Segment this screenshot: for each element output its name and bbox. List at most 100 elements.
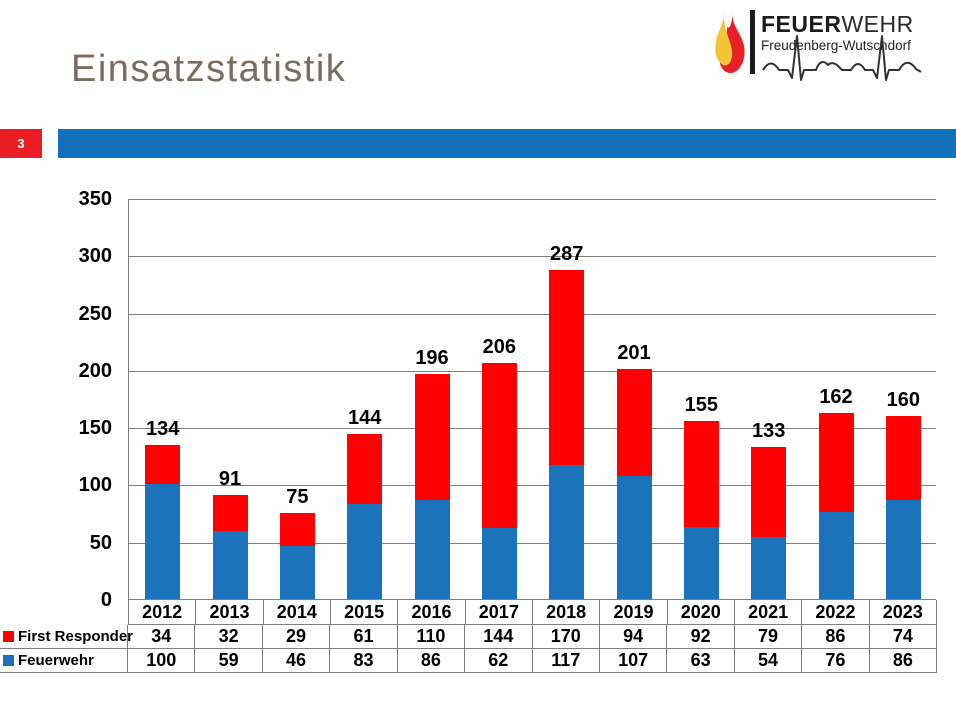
- value-cell: 170: [532, 625, 600, 649]
- bar-first-responder: [481, 363, 517, 528]
- bar-first-responder: [549, 270, 585, 465]
- bar-first-responder: [818, 413, 854, 512]
- bar-feuerwehr: [683, 526, 719, 599]
- bar-feuerwehr: [818, 511, 854, 599]
- value-cell: 63: [667, 649, 735, 673]
- value-cell: 62: [465, 649, 533, 673]
- logo-brand: FEUERWEHR: [761, 12, 950, 36]
- bar-total-label: 206: [482, 335, 517, 358]
- x-axis-year-row: 2012 2013 2014 2015 2016 2017 2018 2019 2020 2021…: [128, 600, 937, 625]
- bar-total-label: 155: [684, 394, 719, 417]
- year-cell: 2020: [667, 600, 735, 625]
- value-cell: 46: [262, 649, 331, 673]
- logo-subtitle: Freudenberg-Wutschdorf: [761, 38, 911, 53]
- bar-feuerwehr: [751, 537, 787, 599]
- legend-item-feuerwehr: Feuerwehr: [0, 649, 128, 673]
- y-tick-label: 150: [78, 417, 112, 440]
- bar-total-label: 133: [751, 419, 786, 442]
- year-cell: 2018: [532, 600, 601, 625]
- gridline: [129, 542, 936, 544]
- bar-feuerwehr: [549, 464, 585, 599]
- value-cell: 117: [532, 649, 600, 673]
- bar-total-label: 160: [886, 388, 921, 411]
- value-cell: 83: [330, 649, 398, 673]
- bar-first-responder: [885, 415, 921, 501]
- bar-first-responder: [683, 421, 719, 527]
- legend-label-feuerwehr: Feuerwehr: [18, 652, 94, 669]
- value-cell: 32: [195, 625, 263, 649]
- flame-icon: [715, 9, 745, 74]
- year-cell: 2019: [600, 600, 668, 625]
- y-tick-label: 50: [89, 531, 112, 554]
- logo-brand-light: WEHR: [841, 11, 914, 37]
- y-tick-label: 200: [78, 359, 112, 382]
- year-cell: 2012: [128, 600, 197, 625]
- bar-first-responder: [751, 446, 787, 538]
- year-cell: 2017: [465, 600, 533, 625]
- bar-feuerwehr: [279, 546, 315, 599]
- value-cell: 86: [869, 649, 938, 673]
- bar-total-label: 91: [218, 467, 242, 490]
- bar-total-label: 75: [286, 486, 309, 509]
- value-cell: 86: [802, 625, 870, 649]
- y-tick-label: 250: [78, 302, 112, 325]
- bar-total-label: 144: [347, 407, 382, 430]
- legend-swatch-feuerwehr-icon: [3, 655, 14, 666]
- bar-first-responder: [145, 445, 181, 485]
- bar-total-label: 196: [415, 347, 449, 370]
- bar-feuerwehr: [212, 531, 248, 599]
- value-cell: 61: [330, 625, 398, 649]
- gridline: [129, 370, 936, 372]
- y-tick-label: 100: [78, 474, 112, 497]
- logo-divider-bar: [750, 10, 755, 74]
- gridline: [129, 256, 936, 258]
- year-cell: 2013: [196, 600, 264, 625]
- value-cell: 34: [128, 625, 196, 649]
- page-title: Einsatzstatistik: [71, 48, 347, 90]
- bar-feuerwehr: [885, 500, 921, 599]
- year-cell: 2014: [263, 600, 331, 625]
- table-row-feuerwehr: Feuerwehr 100 59 46 83 86 62 117 107 63 54 76 86: [0, 649, 938, 673]
- bar-first-responder: [279, 513, 315, 547]
- gridline: [129, 313, 936, 315]
- year-cell: 2023: [869, 600, 937, 625]
- bar-feuerwehr: [145, 484, 181, 599]
- bar-total-label: 201: [617, 341, 651, 364]
- value-cell: 144: [465, 625, 533, 649]
- year-cell: 2022: [802, 600, 870, 625]
- value-cell: 76: [802, 649, 870, 673]
- value-cell: 100: [128, 649, 196, 673]
- y-tick-label: 300: [78, 245, 112, 268]
- divider-banner: [58, 129, 956, 158]
- value-cell: 59: [195, 649, 263, 673]
- plot-area: 134 91 75 144 196 206 287 201 155 133 162 160: [128, 199, 936, 600]
- year-cell: 2015: [330, 600, 399, 625]
- value-cell: 92: [667, 625, 735, 649]
- bar-first-responder: [414, 374, 450, 501]
- legend-label-first-responder: First Responder: [18, 628, 134, 645]
- y-tick-label: 0: [100, 589, 112, 611]
- bar-feuerwehr: [347, 503, 383, 599]
- value-cell: 29: [262, 625, 331, 649]
- fire-department-logo: FEUERWEHR Freudenberg-Wutschdorf: [708, 6, 950, 82]
- value-cell: 79: [734, 625, 803, 649]
- bar-total-label: 134: [145, 418, 180, 441]
- slide-number-badge: 3: [0, 129, 42, 158]
- year-cell: 2016: [398, 600, 466, 625]
- gridline: [129, 485, 936, 487]
- legend-swatch-first-responder-icon: [3, 631, 14, 642]
- gridline: [129, 428, 936, 430]
- y-tick-label: 350: [78, 188, 112, 210]
- value-cell: 110: [397, 625, 466, 649]
- bar-total-label: 287: [549, 243, 584, 266]
- legend-item-first-responder: First Responder: [0, 625, 133, 649]
- table-row-first-responder: First Responder 34 32 29 61 110 144 170 94 92 79 8…: [0, 625, 938, 649]
- bar-first-responder: [616, 368, 652, 477]
- value-cell: 107: [599, 649, 668, 673]
- year-cell: 2021: [734, 600, 803, 625]
- logo-brand-bold: FEUER: [761, 11, 842, 37]
- bar-first-responder: [212, 494, 248, 532]
- gridline: [129, 199, 936, 200]
- value-cell: 74: [869, 625, 938, 649]
